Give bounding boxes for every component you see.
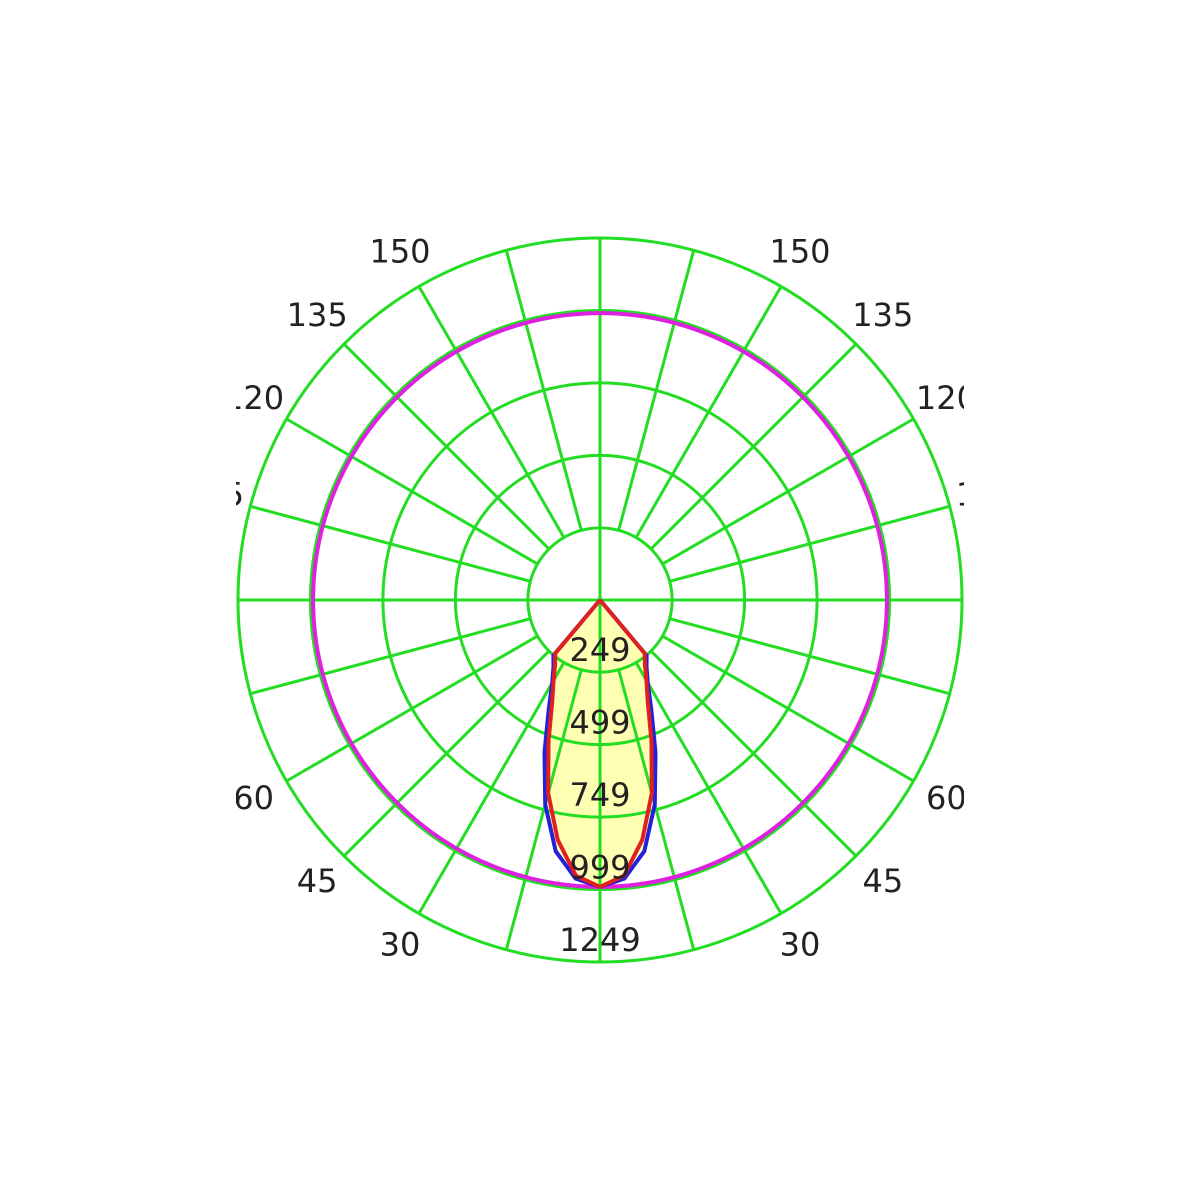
angle-label: 30 xyxy=(380,925,421,963)
angle-label: 150 xyxy=(769,233,830,271)
max-circle xyxy=(311,311,889,889)
angle-label: 120 xyxy=(916,379,977,417)
curve xyxy=(598,598,654,889)
ring-label: 1249 xyxy=(559,921,640,959)
ring xyxy=(526,526,674,674)
angle-label: 60 xyxy=(233,779,274,817)
ring xyxy=(308,308,892,892)
angle-label: 135 xyxy=(852,296,913,334)
curve xyxy=(546,598,602,889)
ring xyxy=(381,381,819,819)
angle-label: 105 xyxy=(956,475,1017,513)
plot: 249 499 749 999 1249 30 30 45 45 60 60 75 75 105 105 12… xyxy=(183,193,1017,964)
ring-label: 249 xyxy=(569,631,630,669)
angle-label: 120 xyxy=(223,379,284,417)
angle-label: 135 xyxy=(287,296,348,334)
angle-label: 75 xyxy=(193,683,234,721)
ring-label: 499 xyxy=(569,704,630,742)
ring xyxy=(453,453,747,747)
ring-label: 999 xyxy=(569,849,630,887)
angle-label: 165 xyxy=(673,193,734,231)
angle-label: 60 xyxy=(926,779,967,817)
angle-label: 30 xyxy=(780,925,821,963)
angle-label: 105 xyxy=(183,475,244,513)
angle-label: 45 xyxy=(862,862,903,900)
angle-label: 75 xyxy=(966,683,1007,721)
angle-label: 150 xyxy=(369,233,430,271)
ring xyxy=(236,236,964,964)
angle-label: 165 xyxy=(466,193,527,231)
ring-label: 749 xyxy=(569,776,630,814)
angle-label: 45 xyxy=(297,862,338,900)
